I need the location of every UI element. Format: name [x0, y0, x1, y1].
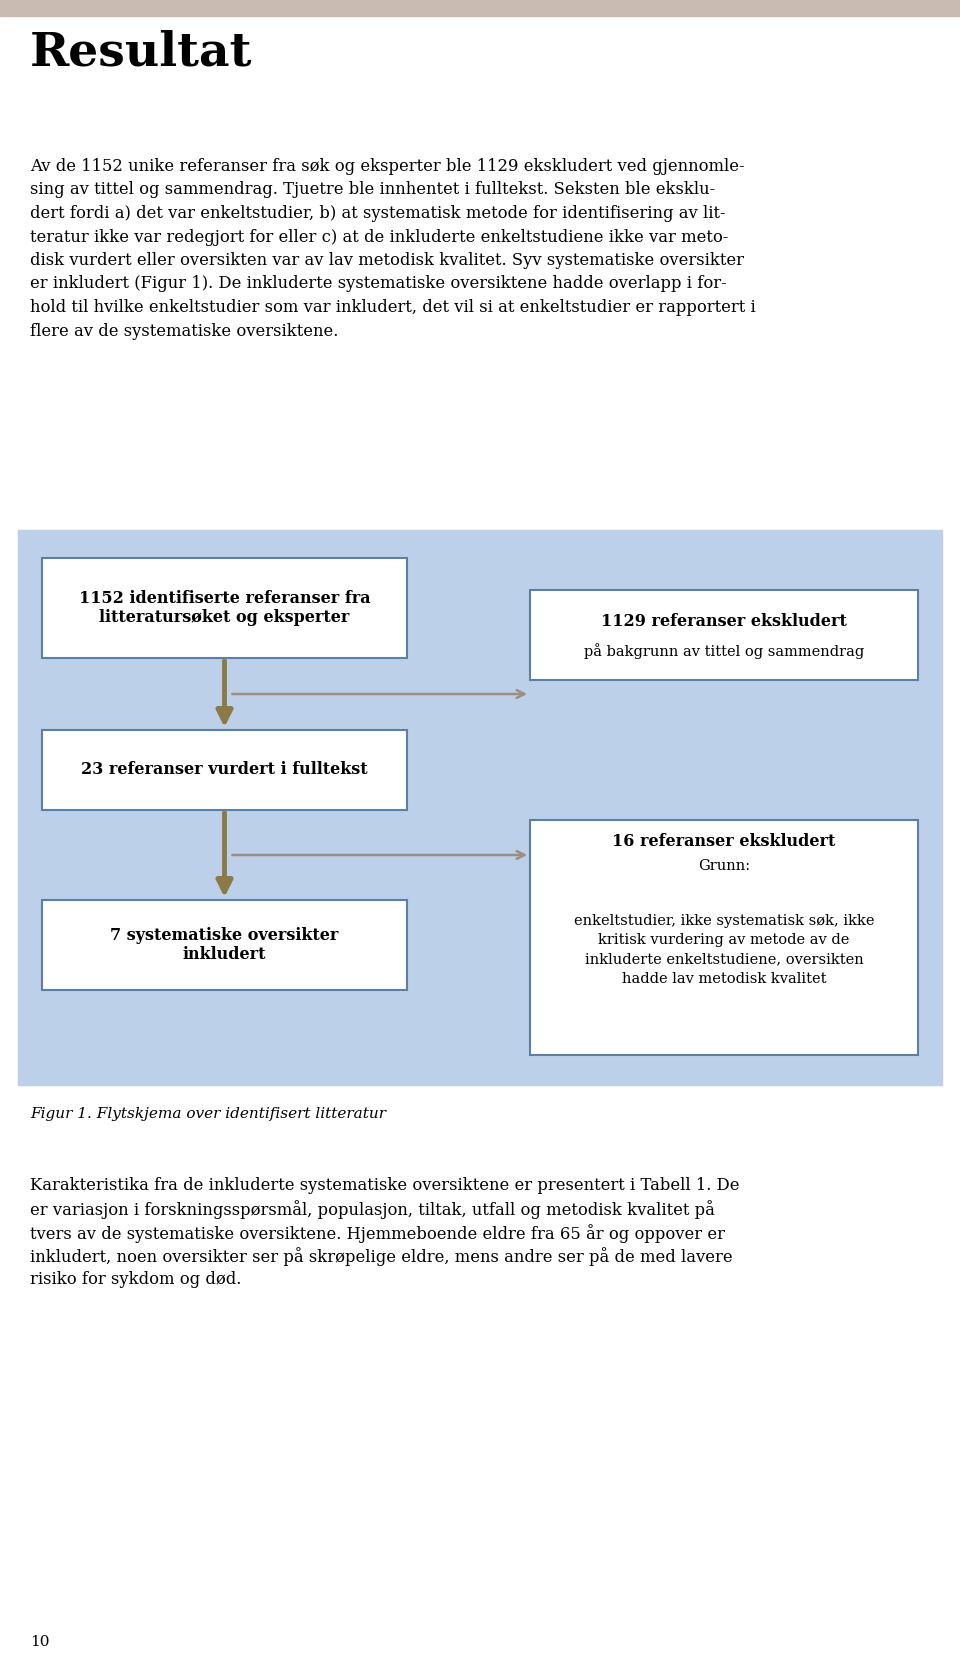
Text: 1152 identifiserte referanser fra
litteratursøket og eksperter: 1152 identifiserte referanser fra litter… — [79, 590, 371, 626]
Text: Resultat: Resultat — [30, 30, 252, 76]
Text: 16 referanser ekskludert: 16 referanser ekskludert — [612, 834, 836, 850]
Bar — [0, 0, 960, 17]
Text: sing av tittel og sammendrag. Tjuetre ble innhentet i fulltekst. Seksten ble eks: sing av tittel og sammendrag. Tjuetre bl… — [30, 181, 715, 199]
Text: 1129 referanser ekskludert: 1129 referanser ekskludert — [601, 613, 847, 630]
Text: disk vurdert eller oversikten var av lav metodisk kvalitet. Syv systematiske ove: disk vurdert eller oversikten var av lav… — [30, 252, 744, 269]
Bar — [42, 558, 407, 658]
Text: 23 referanser vurdert i fulltekst: 23 referanser vurdert i fulltekst — [82, 761, 368, 779]
Text: 7 systematiske oversikter
inkludert: 7 systematiske oversikter inkludert — [110, 927, 339, 963]
Text: inkludert, noen oversikter ser på skrøpelige eldre, mens andre ser på de med lav: inkludert, noen oversikter ser på skrøpe… — [30, 1247, 732, 1266]
Text: teratur ikke var redegjort for eller c) at de inkluderte enkeltstudiene ikke var: teratur ikke var redegjort for eller c) … — [30, 229, 729, 246]
Text: er variasjon i forskningsspørsmål, populasjon, tiltak, utfall og metodisk kvalit: er variasjon i forskningsspørsmål, popul… — [30, 1201, 715, 1219]
Bar — [42, 900, 407, 990]
Text: 10: 10 — [30, 1634, 50, 1649]
Text: Figur 1. Flytskjema over identifisert litteratur: Figur 1. Flytskjema over identifisert li… — [30, 1106, 386, 1121]
Bar — [18, 530, 942, 1085]
Text: risiko for sykdom og død.: risiko for sykdom og død. — [30, 1271, 241, 1287]
Text: på bakgrunn av tittel og sammendrag: på bakgrunn av tittel og sammendrag — [584, 643, 864, 659]
Text: er inkludert (Figur 1). De inkluderte systematiske oversiktene hadde overlapp i : er inkludert (Figur 1). De inkluderte sy… — [30, 276, 727, 292]
Text: hold til hvilke enkeltstudier som var inkludert, det vil si at enkeltstudier er : hold til hvilke enkeltstudier som var in… — [30, 299, 756, 316]
Text: enkeltstudier, ikke systematisk søk, ikke
kritisk vurdering av metode av de
inkl: enkeltstudier, ikke systematisk søk, ikk… — [574, 914, 875, 987]
Text: Grunn:: Grunn: — [698, 859, 750, 874]
Text: Karakteristika fra de inkluderte systematiske oversiktene er presentert i Tabell: Karakteristika fra de inkluderte systema… — [30, 1178, 739, 1194]
Text: flere av de systematiske oversiktene.: flere av de systematiske oversiktene. — [30, 322, 338, 339]
Bar — [530, 821, 918, 1055]
Text: dert fordi a) det var enkeltstudier, b) at systematisk metode for identifisering: dert fordi a) det var enkeltstudier, b) … — [30, 204, 726, 223]
Bar — [42, 729, 407, 811]
Text: Av de 1152 unike referanser fra søk og eksperter ble 1129 ekskludert ved gjennom: Av de 1152 unike referanser fra søk og e… — [30, 158, 745, 174]
Text: tvers av de systematiske oversiktene. Hjemmeboende eldre fra 65 år og oppover er: tvers av de systematiske oversiktene. Hj… — [30, 1224, 725, 1242]
Bar — [530, 590, 918, 679]
